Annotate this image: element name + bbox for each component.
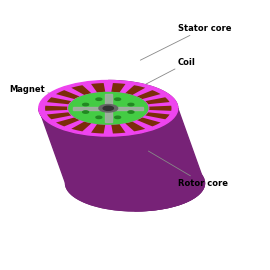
Polygon shape	[125, 85, 145, 95]
Polygon shape	[73, 107, 108, 110]
Ellipse shape	[115, 98, 121, 100]
Polygon shape	[39, 108, 204, 211]
Text: Magnet: Magnet	[9, 85, 60, 95]
Polygon shape	[105, 108, 112, 122]
Ellipse shape	[128, 103, 134, 106]
Ellipse shape	[66, 155, 204, 211]
Polygon shape	[108, 80, 204, 211]
Polygon shape	[56, 117, 80, 126]
Polygon shape	[47, 112, 71, 119]
Ellipse shape	[96, 98, 102, 100]
Polygon shape	[71, 85, 92, 95]
Polygon shape	[56, 90, 80, 99]
Polygon shape	[45, 106, 67, 111]
Ellipse shape	[69, 92, 148, 124]
Polygon shape	[111, 83, 126, 92]
Text: Rotor core: Rotor core	[148, 151, 228, 188]
Ellipse shape	[103, 106, 113, 110]
Ellipse shape	[128, 111, 134, 113]
Ellipse shape	[99, 104, 118, 112]
Text: Stator core: Stator core	[140, 23, 231, 60]
Polygon shape	[125, 122, 145, 131]
Polygon shape	[105, 94, 112, 108]
Ellipse shape	[83, 111, 89, 113]
Polygon shape	[108, 107, 143, 110]
Polygon shape	[145, 97, 170, 104]
Polygon shape	[91, 83, 105, 92]
Polygon shape	[149, 106, 171, 111]
Ellipse shape	[115, 116, 121, 119]
Polygon shape	[137, 90, 161, 99]
Ellipse shape	[83, 103, 89, 106]
Ellipse shape	[96, 116, 102, 119]
Text: Coil: Coil	[146, 58, 196, 84]
Ellipse shape	[39, 80, 178, 136]
Polygon shape	[145, 112, 170, 119]
Polygon shape	[91, 124, 105, 133]
Polygon shape	[47, 97, 71, 104]
Polygon shape	[137, 117, 161, 126]
Polygon shape	[71, 122, 92, 131]
Polygon shape	[111, 124, 126, 133]
